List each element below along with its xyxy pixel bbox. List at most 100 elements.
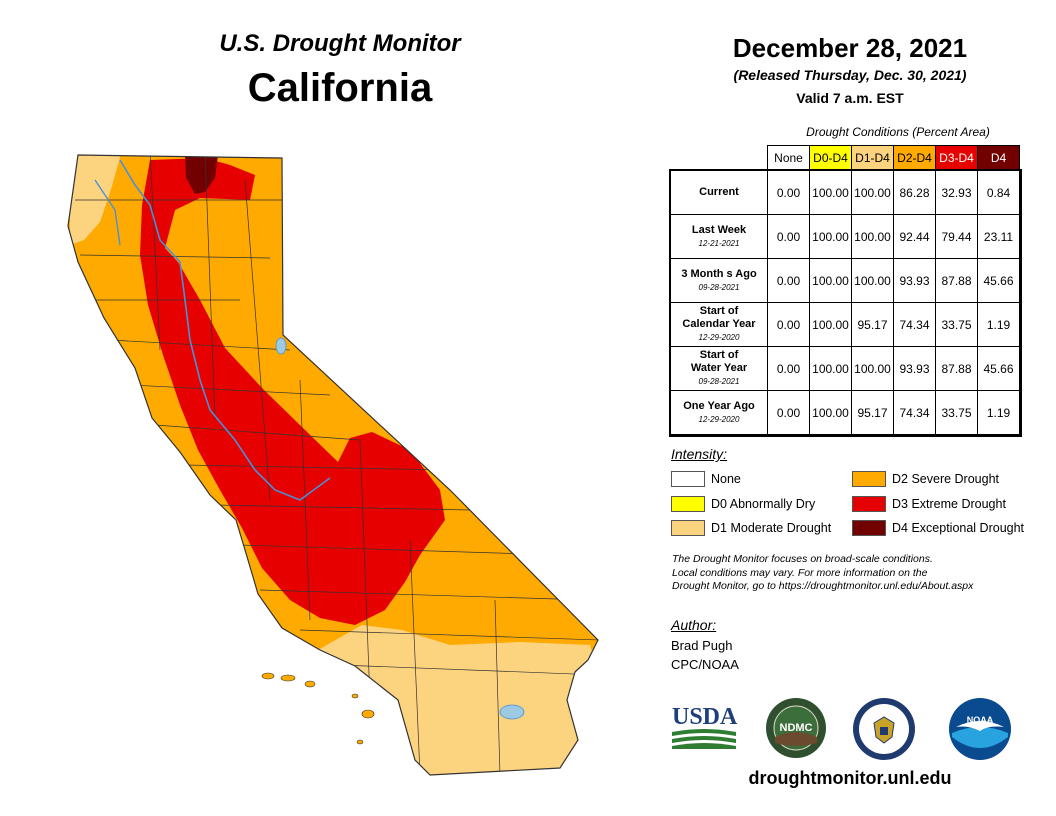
- usda-logo-text: USDA: [672, 704, 738, 730]
- doc-seal-logo: [853, 698, 915, 760]
- table-cell: 100.00: [851, 258, 894, 303]
- col-header-none: None: [767, 145, 810, 171]
- table-cell: 0.00: [767, 170, 810, 215]
- legend-swatch: [671, 520, 705, 536]
- row-label-text: One Year Ago: [683, 399, 755, 412]
- map-subtitle: U.S. Drought Monitor: [219, 30, 461, 57]
- legend-label: D3 Extreme Drought: [892, 497, 1006, 511]
- table-row: Current 0.00 100.00 100.00 86.28 32.93 0.84: [670, 170, 1020, 215]
- legend-title: Intensity:: [671, 446, 728, 462]
- ndmc-logo: NDMC: [766, 698, 826, 758]
- legend-label: D1 Moderate Drought: [711, 521, 832, 535]
- table-row: Start of Calendar Year 12-29-2020 0.00 100.0…: [670, 302, 1020, 347]
- table-cell: 93.93: [893, 346, 936, 391]
- table-cell: 33.75: [935, 302, 978, 347]
- table-cell: 0.00: [767, 346, 810, 391]
- sacramento-san-joaquin-river: [119, 159, 331, 501]
- california-drought-map: [67, 154, 599, 776]
- table-cell: 32.93: [935, 170, 978, 215]
- table-cell: 86.28: [893, 170, 936, 215]
- table-cell: 0.00: [767, 302, 810, 347]
- legend-label: D4 Exceptional Drought: [892, 521, 1025, 535]
- table-cell: 1.19: [977, 302, 1020, 347]
- table-header-row: None D0-D4 D1-D4 D2-D4 D3-D4 D4: [671, 145, 1020, 171]
- row-label-text-2: Calendar Year: [682, 318, 756, 330]
- row-label: Current: [670, 170, 768, 215]
- table-row: One Year Ago 12-29-2020 0.00 100.00 95.17 74.…: [670, 390, 1020, 435]
- table-corner: [671, 146, 768, 171]
- row-label: Start of Water Year 09-28-2021: [670, 346, 768, 391]
- website-link[interactable]: droughtmonitor.unl.edu: [748, 768, 952, 788]
- note-line: Drought Monitor, go to https://droughtmo…: [672, 580, 974, 592]
- table-cell: 100.00: [809, 214, 852, 259]
- legend-swatch: [852, 496, 886, 512]
- legend-item-none: None: [671, 470, 741, 488]
- lake-tahoe: [275, 337, 287, 355]
- usda-logo: USDA: [672, 704, 738, 749]
- row-date: 09-28-2021: [698, 377, 740, 386]
- col-header-d3-d4: D3-D4: [935, 145, 978, 171]
- table-row: Start of Water Year 09-28-2021 0.00 100.00 10…: [670, 346, 1020, 391]
- row-label: One Year Ago 12-29-2020: [670, 390, 768, 435]
- valid-time: Valid 7 a.m. EST: [796, 90, 904, 106]
- map-title: California: [247, 66, 433, 110]
- row-date: 12-29-2020: [698, 414, 740, 424]
- zone-d1-northwest: [70, 155, 122, 245]
- col-header-d4: D4: [977, 145, 1020, 171]
- legend-label: D0 Abnormally Dry: [711, 497, 816, 511]
- table-cell: 100.00: [809, 170, 852, 215]
- legend-swatch: [671, 471, 705, 487]
- table-cell: 0.00: [767, 258, 810, 303]
- zone-d1-south: [300, 625, 598, 775]
- map-date: December 28, 2021: [732, 33, 968, 63]
- legend-swatch: [671, 496, 705, 512]
- row-label-text: Start of: [699, 305, 739, 317]
- row-label-text: Start of: [699, 349, 739, 361]
- legend-item-d3: D3 Extreme Drought: [852, 495, 1006, 513]
- table-cell: 0.84: [977, 170, 1020, 215]
- table-cell: 95.17: [851, 302, 894, 347]
- table-cell: 1.19: [977, 390, 1020, 435]
- table-cell: 45.66: [977, 346, 1020, 391]
- row-date: 12-21-2021: [698, 238, 740, 248]
- table-cell: 0.00: [767, 390, 810, 435]
- table-cell: 23.11: [977, 214, 1020, 259]
- table-cell: 95.17: [851, 390, 894, 435]
- col-header-d1-d4: D1-D4: [851, 145, 894, 171]
- legend-item-d4: D4 Exceptional Drought: [852, 519, 1024, 537]
- row-label-text: Current: [699, 186, 739, 198]
- row-label-text: Last Week: [691, 223, 747, 236]
- table-caption: Drought Conditions (Percent Area): [806, 125, 990, 139]
- disclaimer-note: The Drought Monitor focuses on broad-sca…: [672, 553, 1052, 594]
- row-date: 09-28-2021: [698, 282, 740, 292]
- author-heading: Author:: [671, 617, 717, 633]
- noaa-logo: NOAA: [949, 698, 1011, 760]
- table-cell: 33.75: [935, 390, 978, 435]
- row-label-text: 3 Month s Ago: [681, 267, 757, 280]
- legend-swatch: [852, 520, 886, 536]
- table-cell: 100.00: [809, 258, 852, 303]
- table-cell: 87.88: [935, 258, 978, 303]
- table-cell: 100.00: [851, 214, 894, 259]
- noaa-logo-text: NOAA: [967, 715, 994, 725]
- salton-sea: [499, 704, 525, 720]
- table-cell: 93.93: [893, 258, 936, 303]
- drought-conditions-table: None D0-D4 D1-D4 D2-D4 D3-D4 D4 Current 0…: [668, 145, 1022, 437]
- row-label: 3 Month s Ago 09-28-2021: [670, 258, 768, 303]
- table-cell: 100.00: [809, 346, 852, 391]
- zone-d4-north: [185, 155, 218, 194]
- note-line: The Drought Monitor focuses on broad-sca…: [672, 553, 933, 565]
- table-cell: 79.44: [935, 214, 978, 259]
- table-cell: 45.66: [977, 258, 1020, 303]
- table-cell: 0.00: [767, 214, 810, 259]
- table-cell: 100.00: [809, 390, 852, 435]
- col-header-d2-d4: D2-D4: [893, 145, 936, 171]
- county-lines: [75, 155, 598, 775]
- table-body: Current 0.00 100.00 100.00 86.28 32.93 0.84 Las…: [668, 168, 1022, 437]
- legend-label: None: [711, 472, 741, 486]
- channel-islands: [261, 672, 375, 745]
- table-cell: 87.88: [935, 346, 978, 391]
- col-header-d0-d4: D0-D4: [809, 145, 852, 171]
- author-org: CPC/NOAA: [671, 657, 739, 672]
- legend-item-d1: D1 Moderate Drought: [671, 519, 831, 537]
